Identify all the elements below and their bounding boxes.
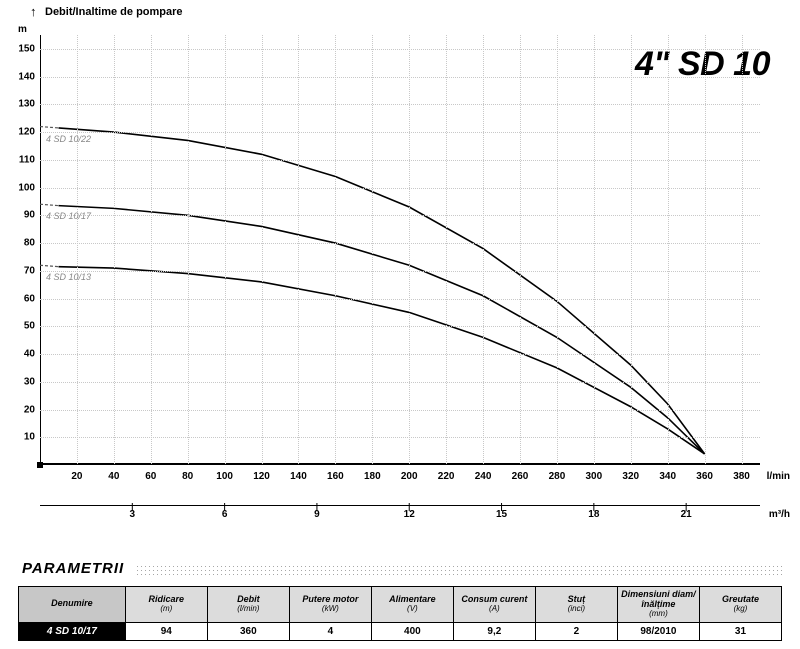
- x-tick: 320: [622, 471, 639, 482]
- x-tick: 260: [512, 471, 529, 482]
- parameters-section: PARAMETRII DenumireRidicare(m)Debit(l/mi…: [18, 560, 782, 641]
- series-curve: [58, 267, 704, 454]
- y-tick: 70: [15, 265, 35, 276]
- series-label: 4 SD 10/17: [46, 211, 91, 221]
- x2-axis-label: m³/h: [769, 509, 790, 520]
- cell: 360: [207, 622, 289, 640]
- cell: 31: [699, 622, 781, 640]
- x-tick: 340: [659, 471, 676, 482]
- row-name: 4 SD 10/17: [19, 622, 126, 640]
- cell: 94: [125, 622, 207, 640]
- x-tick: 360: [696, 471, 713, 482]
- y-tick: 130: [15, 99, 35, 110]
- col-header: Greutate(kg): [699, 587, 781, 623]
- x-tick: 220: [438, 471, 455, 482]
- col-header: Consum curent(A): [453, 587, 535, 623]
- x-tick: 60: [145, 471, 156, 482]
- series-label: 4 SD 10/13: [46, 272, 91, 282]
- cell: 400: [371, 622, 453, 640]
- col-header: Stuț(inci): [535, 587, 617, 623]
- x-tick: 240: [475, 471, 492, 482]
- x-tick: 180: [364, 471, 381, 482]
- y-arrow-icon: ↑: [30, 4, 37, 19]
- x-tick: 20: [71, 471, 82, 482]
- x-tick: 140: [290, 471, 307, 482]
- series-curve: [58, 128, 704, 454]
- x2-tick: 21: [681, 509, 692, 520]
- series-label: 4 SD 10/22: [46, 134, 91, 144]
- y-tick: 140: [15, 71, 35, 82]
- col-header: Putere motor(kW): [289, 587, 371, 623]
- col-header: Ridicare(m): [125, 587, 207, 623]
- y-tick: 50: [15, 321, 35, 332]
- pump-curve-chart: 1020304050607080901001101201301401502040…: [40, 35, 760, 495]
- y-tick: 40: [15, 349, 35, 360]
- y-tick: 60: [15, 293, 35, 304]
- chart-top-label: Debit/Inaltime de pompare: [45, 6, 183, 18]
- col-header: Denumire: [19, 587, 126, 623]
- y-tick: 80: [15, 238, 35, 249]
- x-tick: 280: [549, 471, 566, 482]
- x-tick: 380: [733, 471, 750, 482]
- x-tick: 120: [253, 471, 270, 482]
- y-tick: 150: [15, 43, 35, 54]
- y-tick: 110: [15, 154, 35, 165]
- y-unit-label: m: [18, 24, 27, 35]
- parameters-heading: PARAMETRII: [18, 560, 134, 577]
- x-tick: 300: [586, 471, 603, 482]
- cell: 9,2: [453, 622, 535, 640]
- x-axis-label: l/min: [767, 471, 790, 482]
- x-tick: 160: [327, 471, 344, 482]
- x-tick: 200: [401, 471, 418, 482]
- y-tick: 20: [15, 404, 35, 415]
- cell: 4: [289, 622, 371, 640]
- x2-tick: 9: [314, 509, 320, 520]
- col-header: Debit(l/min): [207, 587, 289, 623]
- y-tick: 10: [15, 432, 35, 443]
- x2-tick: 6: [222, 509, 228, 520]
- cell: 98/2010: [617, 622, 699, 640]
- x2-tick: 12: [404, 509, 415, 520]
- x2-tick: 3: [130, 509, 136, 520]
- x-tick: 80: [182, 471, 193, 482]
- cell: 2: [535, 622, 617, 640]
- col-header: Dimensiuni diam/înălțime(mm): [617, 587, 699, 623]
- x2-tick: 15: [496, 509, 507, 520]
- y-tick: 120: [15, 127, 35, 138]
- x2-tick: 18: [588, 509, 599, 520]
- parameters-table: DenumireRidicare(m)Debit(l/min)Putere mo…: [18, 586, 782, 641]
- y-tick: 30: [15, 376, 35, 387]
- y-tick: 100: [15, 182, 35, 193]
- x-tick: 100: [216, 471, 233, 482]
- table-row: 4 SD 10/179436044009,2298/201031: [19, 622, 782, 640]
- x-tick: 40: [108, 471, 119, 482]
- col-header: Alimentare(V): [371, 587, 453, 623]
- y-tick: 90: [15, 210, 35, 221]
